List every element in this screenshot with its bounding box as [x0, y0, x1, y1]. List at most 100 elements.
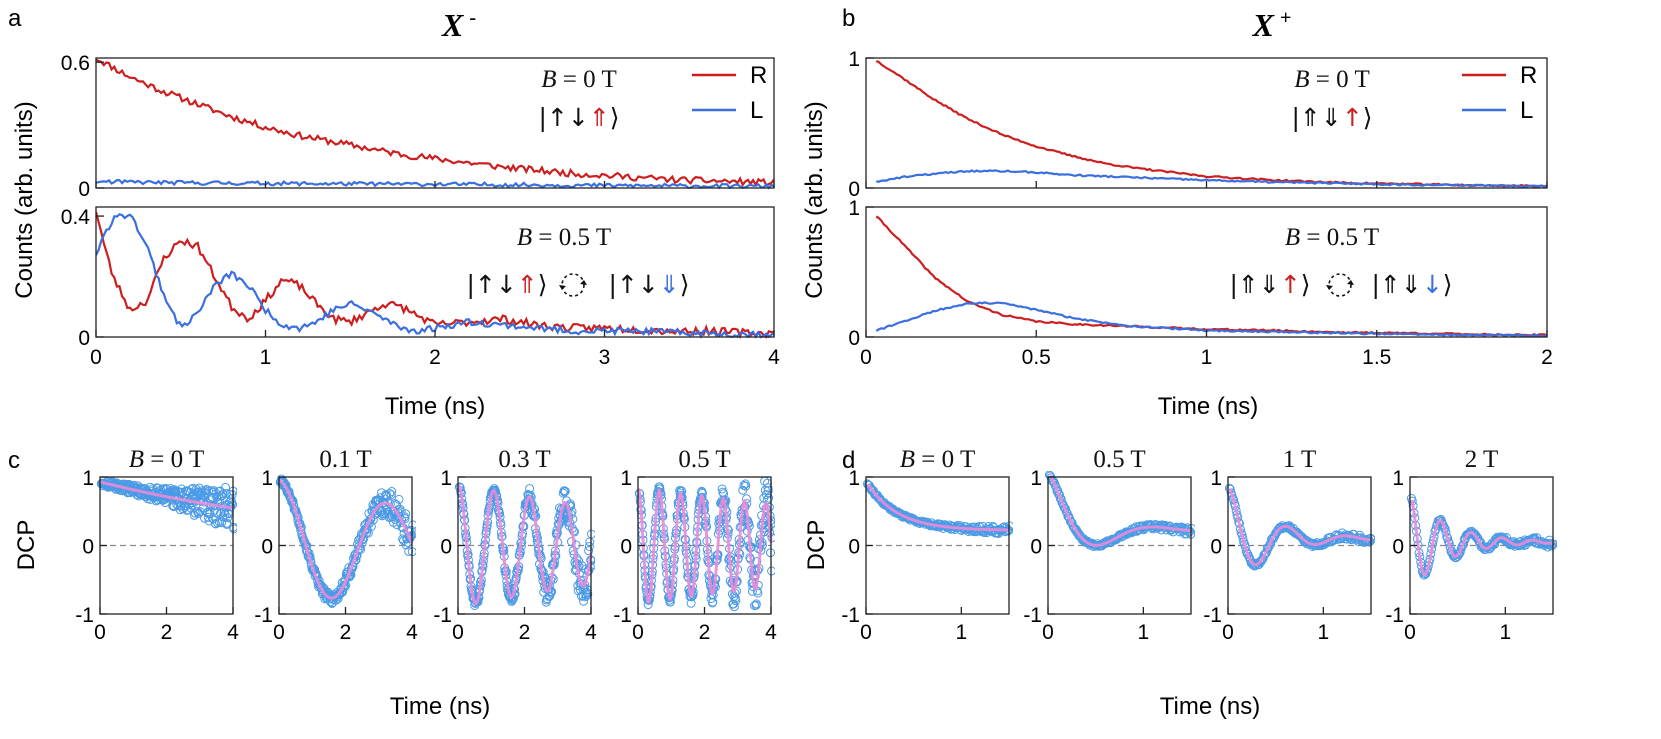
x-tick-label: 1	[260, 346, 272, 369]
state-label-a-upper: |↑↓⇑⟩	[538, 103, 619, 132]
data-point	[1365, 537, 1375, 547]
x-tick-label: 3	[599, 346, 611, 369]
subplot-title: 0.3 T	[498, 446, 550, 473]
x-tick-label: 1	[1317, 621, 1329, 644]
x-tick-label: 1	[1137, 621, 1149, 644]
series-line-R	[96, 211, 774, 339]
axes-a-lower: 0 0.4 0 1 2 3 4	[61, 206, 780, 369]
data-point	[752, 557, 762, 567]
data-point	[177, 484, 187, 494]
data-point	[583, 589, 593, 599]
y-tick-label: -1	[1023, 604, 1042, 627]
data-points	[275, 474, 416, 608]
data-point	[574, 556, 584, 566]
data-points	[1406, 493, 1557, 580]
plot-frame	[95, 57, 775, 189]
x-tick-label: 2	[519, 621, 531, 644]
data-point	[584, 542, 594, 551]
data-point	[763, 483, 773, 493]
data-point	[229, 524, 237, 534]
y-axis-label-a: Counts (arb. units)	[11, 101, 38, 298]
y-axis-label-d: DCP	[803, 520, 830, 571]
series-line-L	[875, 301, 1547, 338]
y-tick-label: 0	[82, 536, 94, 559]
field-label-a-lower: B = 0.5 T	[517, 224, 611, 251]
subplot-title: 1 T	[1283, 446, 1317, 473]
y-tick-label: -1	[1385, 604, 1404, 627]
data-point	[708, 597, 718, 607]
axes-b-lower: 0 1 0 0.5 1 1.5 2	[848, 197, 1553, 369]
panel-letter-b: b	[842, 5, 855, 32]
x-tick-label: 1	[955, 621, 967, 644]
fit-curve	[1410, 499, 1554, 576]
y-tick-label: 1	[848, 467, 860, 490]
field-label-b-lower: B = 0.5 T	[1285, 224, 1379, 251]
y-tick-label: 0	[440, 536, 452, 559]
data-point	[717, 484, 727, 494]
data-point	[747, 586, 757, 596]
fit-curve	[866, 483, 1009, 532]
data-point	[190, 508, 200, 518]
subplot-title: 0.5 T	[1093, 446, 1145, 473]
data-point	[223, 513, 233, 523]
x-tick-label: 0	[860, 621, 872, 644]
fit-curve	[1228, 488, 1372, 567]
y-tick-label: 0	[848, 327, 860, 350]
state-label-a-lower-1: |↑↓⇑⟩	[466, 270, 547, 299]
state-label-b-lower-2: |⇑⇓↓⟩	[1371, 270, 1452, 299]
y-tick-label: 1	[82, 467, 94, 490]
data-point	[226, 495, 236, 505]
data-point	[488, 488, 498, 498]
x-tick-label: 1	[1499, 621, 1511, 644]
precession-arrowhead	[559, 285, 566, 290]
x-tick-label: 4	[765, 621, 777, 644]
fit-curve	[100, 480, 233, 510]
data-point	[751, 599, 761, 609]
fit-curve	[457, 483, 593, 606]
x-tick-label: 1.5	[1362, 346, 1391, 369]
y-tick-label: 0.4	[61, 206, 91, 229]
data-point	[1161, 521, 1170, 530]
series-line-L	[876, 169, 1547, 188]
data-point	[401, 540, 411, 550]
y-tick-label: 1	[1030, 467, 1042, 490]
data-point	[585, 537, 595, 547]
fit-curve	[279, 479, 414, 600]
data-point	[370, 506, 379, 516]
data-point	[567, 537, 576, 547]
data-point	[202, 484, 212, 494]
fit-curve	[1048, 474, 1191, 547]
axes-b-upper: 01	[848, 48, 1548, 201]
data-point	[408, 520, 416, 530]
x-axis-label-d: Time (ns)	[1160, 693, 1260, 720]
top-title: X +	[1252, 7, 1292, 43]
y-tick-label: -1	[433, 604, 452, 627]
data-point	[729, 602, 739, 612]
data-points	[1044, 471, 1195, 551]
panel-letter-d: d	[842, 447, 855, 474]
y-tick-label: 0	[1030, 536, 1042, 559]
plot-frame	[865, 57, 1548, 189]
data-point	[227, 490, 237, 500]
subplot-title: B = 0 T	[900, 446, 975, 473]
data-point	[394, 494, 404, 504]
data-point	[1470, 531, 1480, 541]
x-tick-label: 1	[1201, 346, 1213, 369]
fit-curve	[637, 488, 773, 604]
panel-letter-c: c	[8, 447, 20, 474]
x-axis-label-b: Time (ns)	[1158, 393, 1258, 420]
y-tick-label: 0.6	[61, 52, 90, 75]
data-point	[579, 596, 589, 606]
state-label-b-lower-1: |⇑⇓↑⟩	[1229, 270, 1310, 299]
x-tick-label: 0	[273, 621, 285, 644]
y-tick-label: 1	[1210, 467, 1222, 490]
data-point	[731, 596, 741, 606]
subplot-title: B = 0 T	[129, 446, 204, 473]
precession-arrowhead	[1347, 280, 1354, 285]
y-tick-label: -1	[613, 604, 632, 627]
